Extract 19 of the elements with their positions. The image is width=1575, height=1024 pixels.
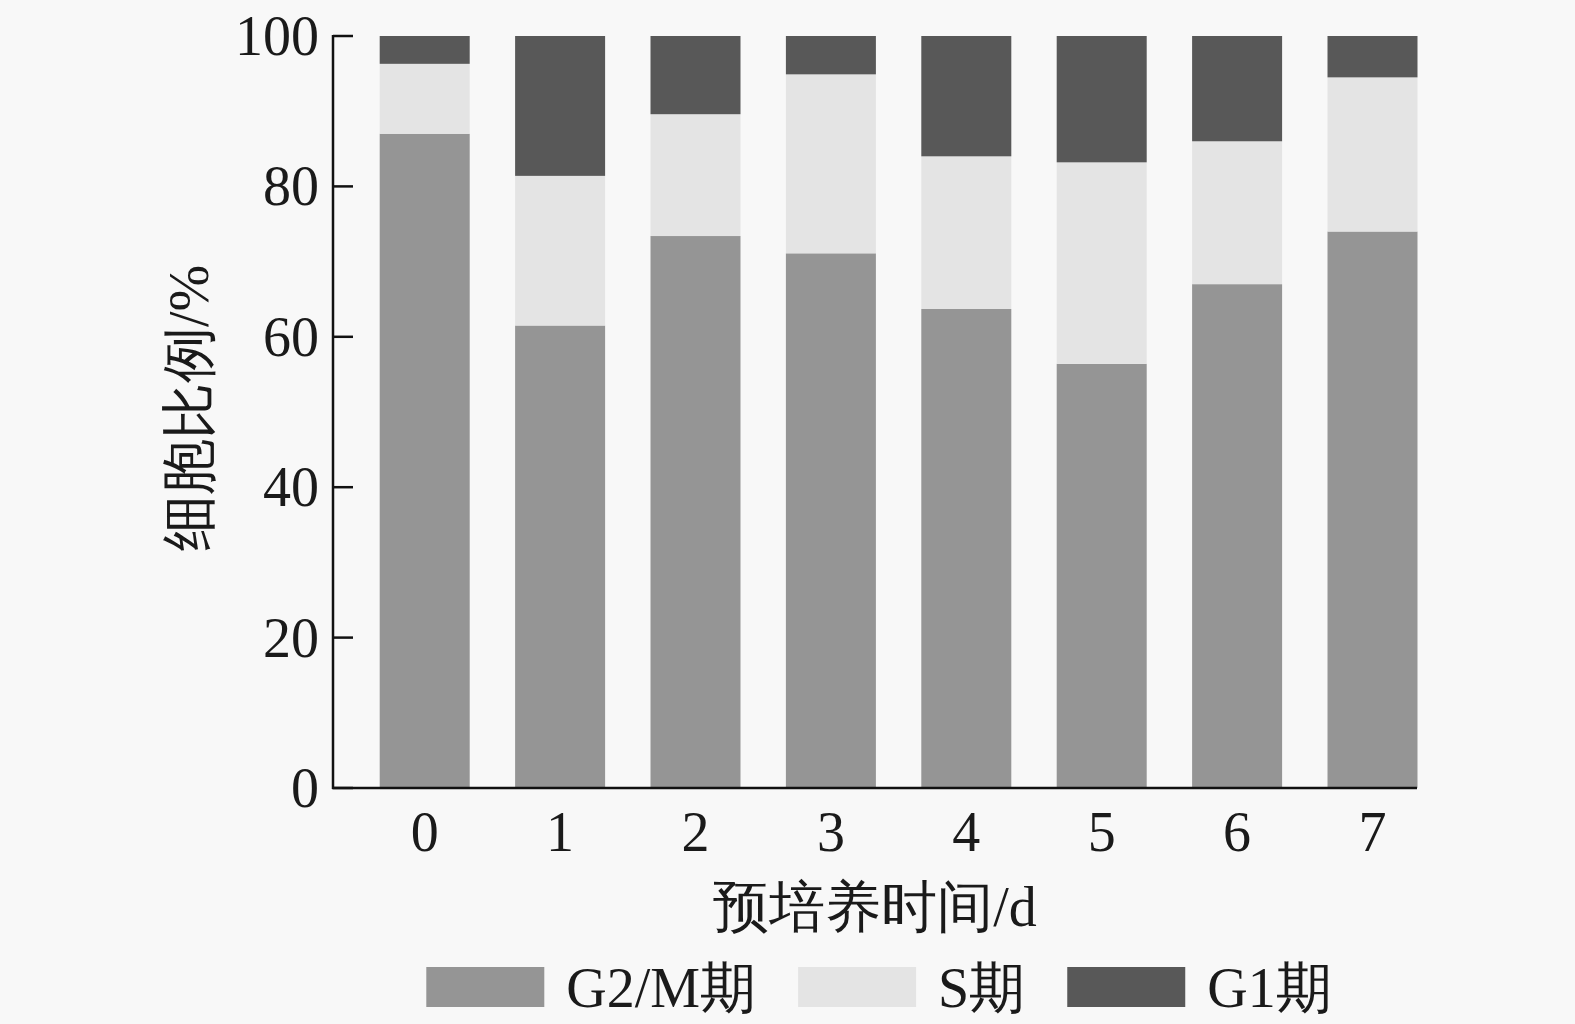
- y-tick-label: 100: [235, 5, 319, 67]
- legend-label: G1期: [1207, 957, 1332, 1019]
- x-tick-label: 2: [681, 801, 710, 863]
- x-tick-label: 0: [410, 801, 439, 863]
- x-tick-label: 6: [1223, 801, 1252, 863]
- y-tick-label: 40: [263, 456, 319, 519]
- x-tick-label: 4: [952, 801, 981, 863]
- y-axis-title: 细胞比例/%: [158, 264, 220, 552]
- x-tick-label: 3: [816, 801, 845, 863]
- x-axis-title: 预培养时间/d: [713, 876, 1037, 938]
- y-tick-label: 20: [263, 606, 319, 669]
- y-tick-label: 0: [291, 757, 319, 819]
- y-tick-label: 80: [263, 155, 319, 218]
- x-tick-label: 7: [1358, 801, 1387, 863]
- legend-label: S期: [938, 957, 1026, 1019]
- y-tick-label: 60: [263, 305, 319, 368]
- legend-label: G2/M期: [566, 957, 757, 1019]
- x-tick-label: 1: [546, 801, 575, 863]
- x-tick-label: 5: [1087, 801, 1116, 863]
